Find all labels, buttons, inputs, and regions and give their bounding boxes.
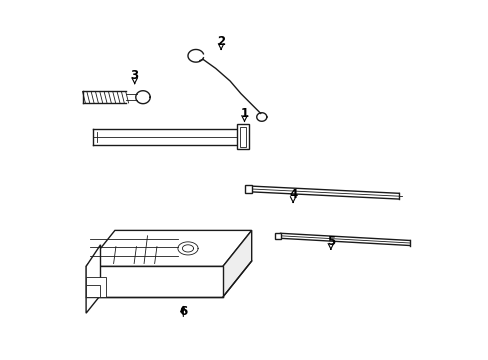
Polygon shape: [237, 124, 248, 149]
Text: 1: 1: [240, 107, 248, 120]
Polygon shape: [223, 230, 251, 297]
Polygon shape: [86, 277, 106, 297]
Text: 3: 3: [130, 69, 139, 82]
Polygon shape: [86, 266, 223, 297]
Polygon shape: [275, 233, 280, 239]
Text: 4: 4: [288, 188, 297, 201]
Polygon shape: [86, 285, 100, 297]
Text: 2: 2: [217, 35, 224, 48]
Polygon shape: [240, 127, 245, 147]
Text: 5: 5: [326, 235, 334, 248]
Text: 6: 6: [179, 305, 187, 318]
Polygon shape: [86, 245, 101, 313]
Polygon shape: [86, 230, 251, 266]
Polygon shape: [244, 185, 251, 193]
